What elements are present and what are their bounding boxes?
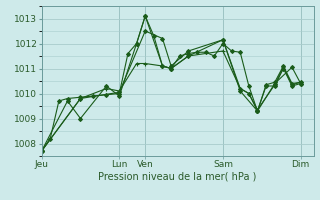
- X-axis label: Pression niveau de la mer( hPa ): Pression niveau de la mer( hPa ): [99, 172, 257, 182]
